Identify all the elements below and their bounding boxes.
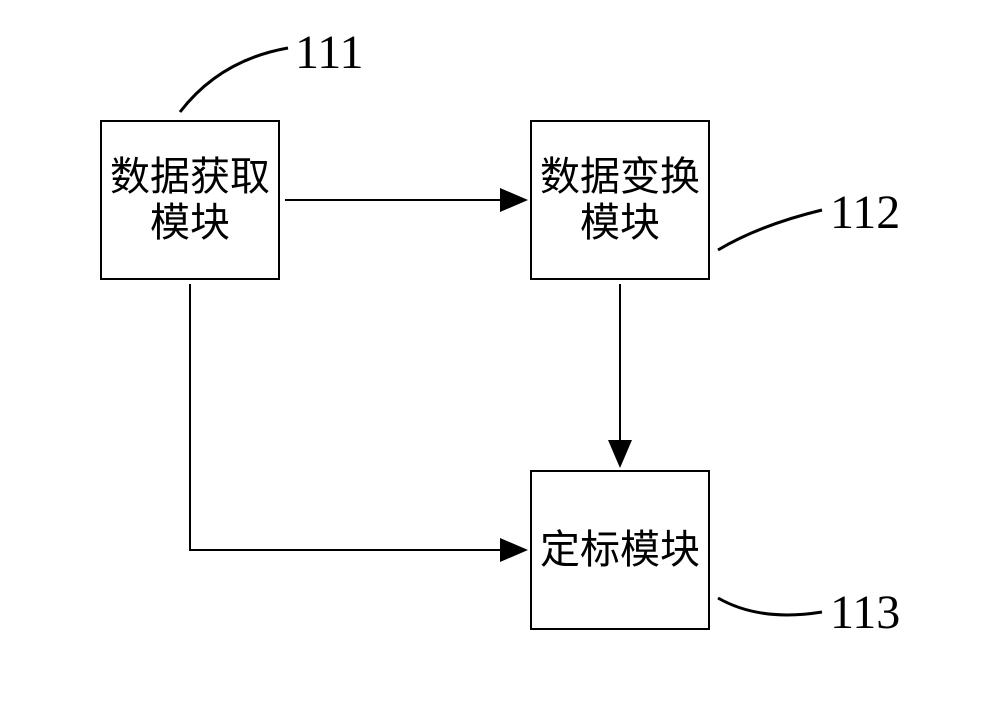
edge-111-to-113 [0,0,1000,708]
